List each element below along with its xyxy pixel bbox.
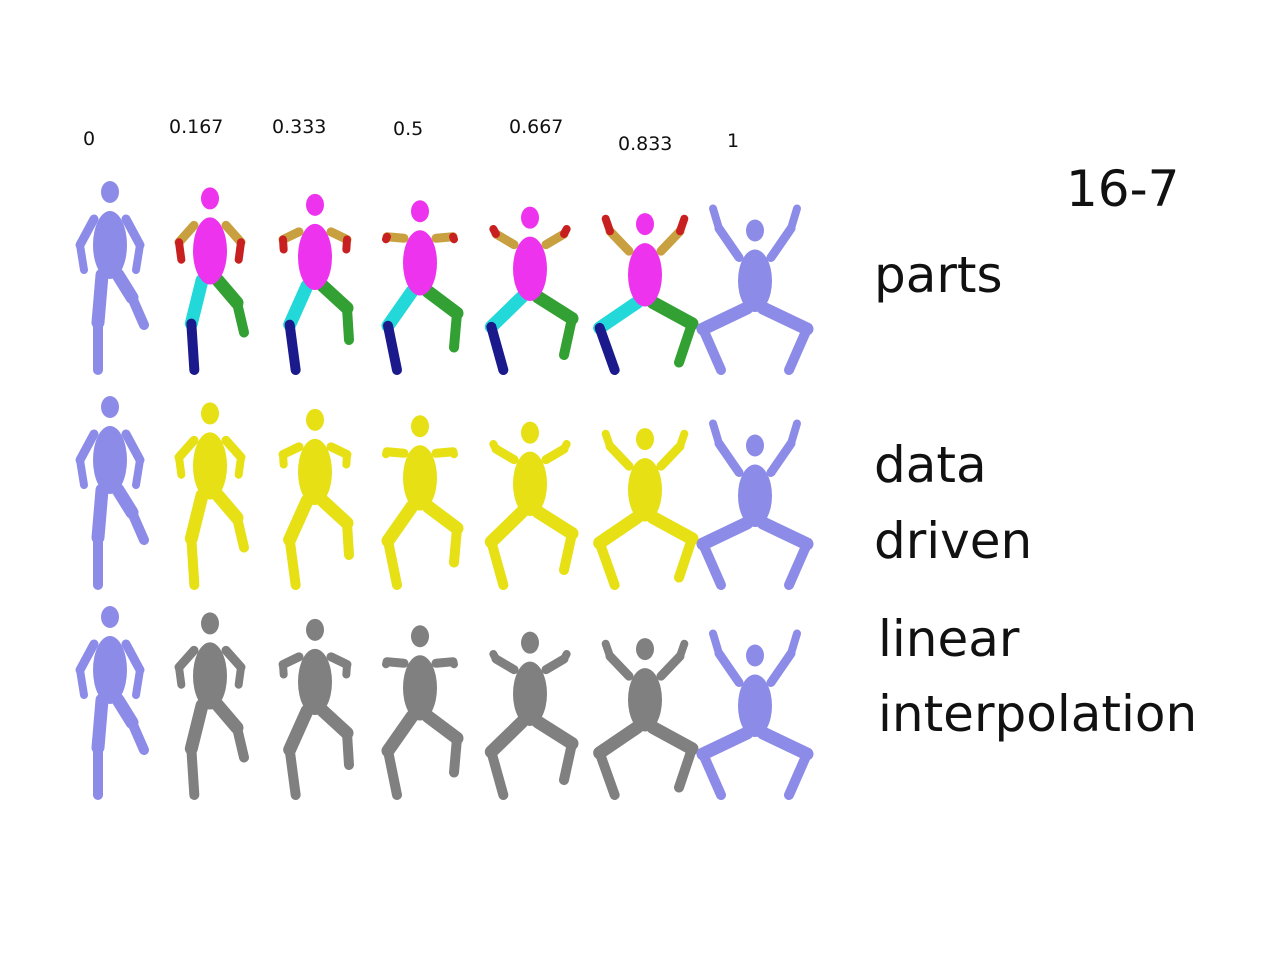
pose-figure-svg [593, 213, 699, 375]
pose-figure [60, 595, 160, 815]
pose-figure-svg [75, 396, 149, 590]
pose-figure-svg [696, 629, 814, 800]
pose-figure [593, 170, 699, 390]
t-value-5: 0.833 [618, 133, 673, 155]
pose-figure-svg [278, 618, 354, 800]
pose-figure-svg [381, 415, 464, 590]
pose-figure [265, 595, 365, 815]
pose-figure-svg [593, 428, 699, 590]
pose-figure-svg [381, 200, 464, 375]
pose-figure [160, 385, 260, 605]
t-value-2: 0.333 [272, 116, 327, 138]
pose-figure-svg [174, 402, 249, 590]
sequence-title: 16-7 [1066, 160, 1180, 218]
pose-figure [160, 595, 260, 815]
pose-figure [696, 385, 814, 605]
pose-figure [370, 170, 470, 390]
pose-figure-svg [75, 181, 149, 375]
pose-figure-svg [484, 206, 579, 375]
t-value-6: 1 [727, 130, 740, 152]
pose-figure-svg [696, 419, 814, 590]
pose-figure [265, 170, 365, 390]
pose-figure-svg [174, 187, 249, 375]
pose-figure-svg [593, 638, 699, 800]
pose-figure-svg [278, 408, 354, 590]
pose-figure [370, 385, 470, 605]
pose-figure-svg [174, 612, 249, 800]
t-value-3: 0.5 [393, 118, 424, 140]
pose-figure-svg [484, 421, 579, 590]
row-label-data: data [874, 436, 987, 494]
row-label-linear: linear [878, 610, 1020, 668]
t-value-0: 0 [83, 128, 96, 150]
row-label-driven: driven [874, 512, 1033, 570]
pose-figure [696, 170, 814, 390]
pose-figure [60, 385, 160, 605]
t-value-4: 0.667 [509, 116, 564, 138]
pose-figure [370, 595, 470, 815]
pose-figure [480, 595, 580, 815]
pose-figure [593, 385, 699, 605]
pose-figure [480, 170, 580, 390]
pose-figure [480, 385, 580, 605]
pose-figure-svg [696, 204, 814, 375]
pose-figure-svg [75, 606, 149, 800]
t-value-1: 0.167 [169, 116, 224, 138]
pose-figure-svg [278, 193, 354, 375]
row-label-parts: parts [874, 246, 1003, 304]
pose-figure [60, 170, 160, 390]
pose-figure [265, 385, 365, 605]
pose-figure [160, 170, 260, 390]
pose-figure [593, 595, 699, 815]
row-label-interpolation: interpolation [878, 685, 1198, 743]
pose-figure [696, 595, 814, 815]
pose-figure-svg [484, 631, 579, 800]
pose-figure-svg [381, 625, 464, 800]
